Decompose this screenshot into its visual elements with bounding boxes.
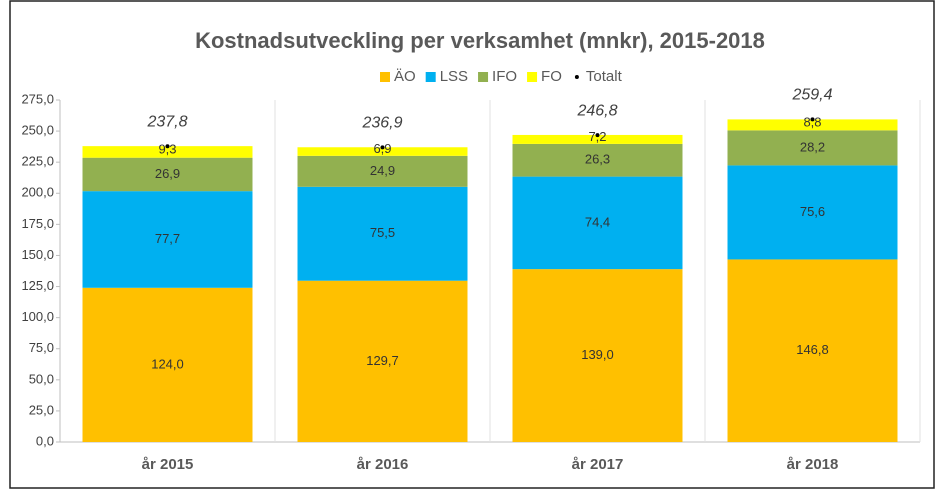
value-label: 146,8 xyxy=(796,342,829,357)
legend-swatch xyxy=(478,72,489,82)
value-label: 8,8 xyxy=(803,114,821,129)
x-tick-label: år 2016 xyxy=(357,456,409,473)
y-tick-label: 125,0 xyxy=(21,278,54,293)
bar-segment xyxy=(512,143,683,177)
y-tick-label: 275,0 xyxy=(21,91,54,106)
bar-segment xyxy=(82,191,253,288)
y-tick-label: 150,0 xyxy=(21,247,54,262)
value-label: 24,9 xyxy=(370,163,395,178)
value-label: 124,0 xyxy=(151,356,184,371)
value-label: 74,4 xyxy=(585,214,610,229)
total-label: 259,4 xyxy=(791,87,832,104)
value-label: 26,9 xyxy=(155,166,180,181)
bar-segment xyxy=(727,130,898,166)
value-label: 129,7 xyxy=(366,353,399,368)
y-tick-label: 225,0 xyxy=(21,154,54,169)
legend-label: FO xyxy=(541,68,562,85)
legend-label: Totalt xyxy=(586,68,623,85)
value-label: 77,7 xyxy=(155,231,180,246)
value-label: 75,6 xyxy=(800,204,825,219)
bar-segment xyxy=(727,259,898,442)
bar-segment xyxy=(82,146,253,158)
y-tick-label: 250,0 xyxy=(21,123,54,138)
legend-swatch xyxy=(425,72,436,82)
bar-segment xyxy=(297,147,468,156)
total-label: 236,9 xyxy=(361,115,402,132)
bar-segment xyxy=(727,119,898,131)
y-tick-label: 25,0 xyxy=(29,402,54,417)
bar-segment xyxy=(82,157,253,192)
legend-marker xyxy=(574,75,579,79)
bar-segment xyxy=(297,155,468,187)
bar-segment xyxy=(297,280,468,442)
bar-segment xyxy=(512,269,683,442)
y-tick-label: 50,0 xyxy=(29,371,54,386)
x-tick-label: år 2015 xyxy=(142,456,194,473)
y-tick-label: 75,0 xyxy=(29,340,54,355)
legend-label: ÄO xyxy=(394,68,416,85)
value-label: 139,0 xyxy=(581,347,614,362)
y-tick-label: 100,0 xyxy=(21,309,54,324)
total-marker xyxy=(595,133,600,138)
legend-label: IFO xyxy=(492,68,517,85)
bar-segment xyxy=(297,186,468,281)
value-label: 9,3 xyxy=(158,141,176,156)
legend-label: LSS xyxy=(440,68,468,85)
bar-segment xyxy=(512,176,683,270)
y-tick-label: 175,0 xyxy=(21,216,54,231)
value-label: 75,5 xyxy=(370,225,395,240)
bar-segment xyxy=(512,134,683,144)
total-marker xyxy=(380,145,385,150)
bar-segment xyxy=(82,287,253,442)
x-tick-label: år 2017 xyxy=(572,456,624,473)
total-label: 246,8 xyxy=(576,102,617,119)
total-label: 237,8 xyxy=(146,113,187,130)
x-tick-label: år 2018 xyxy=(787,456,839,473)
chart-title: Kostnadsutveckling per verksamhet (mnkr)… xyxy=(195,28,765,53)
value-label: 28,2 xyxy=(800,139,825,154)
total-marker xyxy=(810,117,815,122)
bar-segment xyxy=(727,165,898,260)
y-tick-label: 200,0 xyxy=(21,185,54,200)
value-label: 26,3 xyxy=(585,152,610,167)
total-marker xyxy=(165,144,170,149)
legend-swatch xyxy=(380,72,390,82)
y-tick-label: 0,0 xyxy=(36,433,54,448)
legend-swatch xyxy=(527,72,538,82)
